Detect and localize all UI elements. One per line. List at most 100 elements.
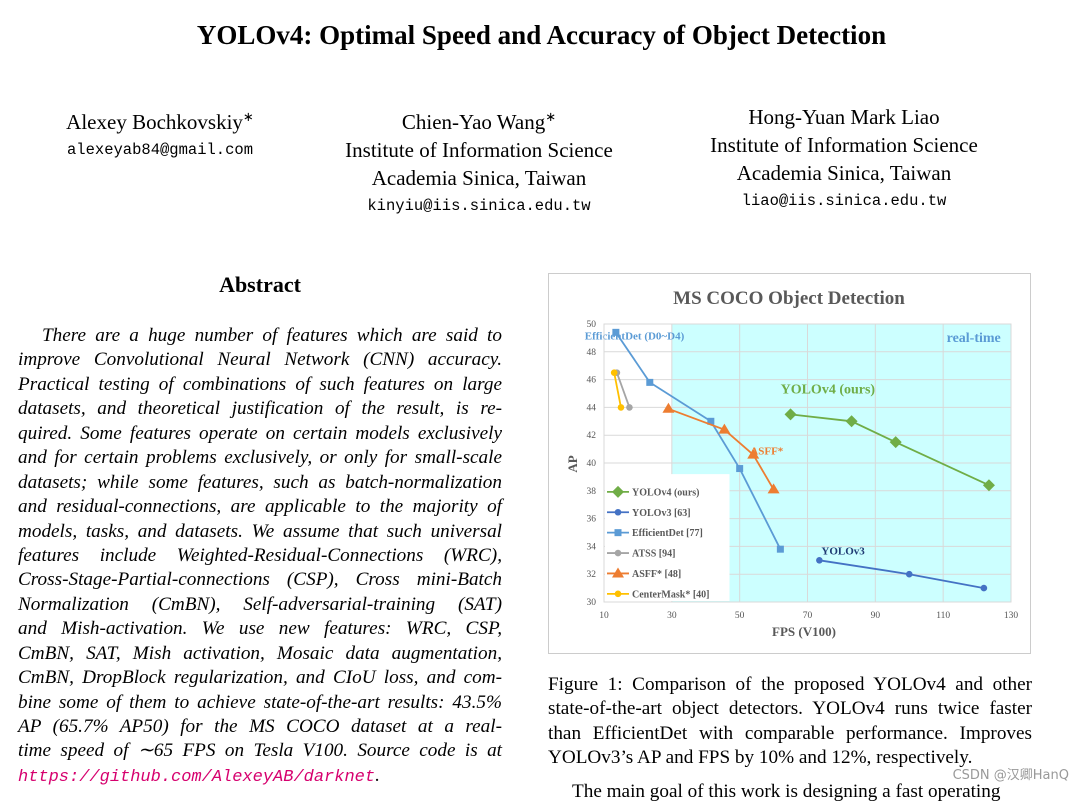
legend-entry: YOLOv4 (ours) (632, 487, 700, 498)
watermark: CSDN @汉卿HanQ (952, 768, 1069, 783)
legend-entry: CenterMask* [40] (632, 589, 709, 600)
y-tick-label: 44 (587, 403, 597, 413)
y-axis-label: AP (565, 455, 580, 472)
abstract-line: Cross-Stage-Partial-connections (CSP), C… (18, 569, 502, 591)
author-email: kinyiu@iis.sinica.edu.tw (367, 197, 591, 215)
author-affiliation: Institute of Information Science (345, 138, 613, 162)
plot-border (603, 323, 1012, 603)
source-code-link[interactable]: https://github.com/AlexeyAB/darknet (18, 767, 376, 787)
y-tick-label: 40 (587, 459, 597, 469)
data-point (889, 436, 902, 449)
series-line (790, 413, 990, 487)
data-point (776, 545, 784, 553)
data-point (980, 584, 988, 592)
y-tick-label: 46 (587, 376, 597, 386)
author-3: Hong-Yuan Mark Liao Institute of Informa… (683, 103, 1005, 215)
figure-1: 30 32 34 36 38 40 42 44 46 48 50 10 30 50 70 90 110 130 MS… (548, 273, 1031, 654)
abstract-line: https://github.com/AlexeyAB/darknet. (18, 764, 502, 788)
abstract-line: datasets, and theoretical justification … (18, 398, 502, 420)
abstract-line: datasets; while some features, such as b… (18, 471, 502, 493)
legend-box (605, 474, 730, 601)
caption-line: YOLOv3’s AP and FPS by 10% and 12%, resp… (548, 747, 973, 769)
data-point (718, 423, 731, 434)
x-tick-label: 70 (803, 611, 813, 621)
author-name: Chien-Yao Wang (401, 110, 546, 134)
abstract-line: CmBN, SAT, Mish activation, Mosaic data … (18, 642, 502, 664)
abstract-line: and Mish-activation. We use new features… (18, 618, 502, 640)
abstract-line: There are a huge number of features whic… (42, 325, 502, 346)
data-point (662, 402, 675, 413)
legend-marker (614, 529, 622, 537)
x-tick-label: 50 (735, 611, 745, 621)
data-point (982, 479, 995, 492)
abstract-line: and residual-connections, are applicable… (18, 496, 502, 518)
y-tick-label: 30 (587, 598, 597, 608)
series-line (616, 372, 631, 408)
author-email: liao@iis.sinica.edu.tw (741, 192, 947, 210)
x-tick-label: 110 (936, 611, 950, 621)
data-point (646, 378, 654, 386)
caption-line: state-of-the-art object detectors. YOLOv… (548, 698, 1032, 720)
legend-entry: EfficientDet [77] (632, 528, 703, 539)
x-tick-label: 90 (871, 611, 881, 621)
y-tick-label: 50 (587, 320, 597, 330)
chart-annotation: EfficientDet (D0~D4) (585, 330, 685, 342)
author-name: Hong-Yuan Mark Liao (748, 105, 940, 129)
author-email: alexeyab84@gmail.com (66, 141, 254, 159)
author-name: Alexey Bochkovskiy (66, 110, 243, 134)
abstract-line: time speed of ∼65 FPS on Tesla V100. Sou… (18, 740, 502, 762)
paper-title: YOLOv4: Optimal Speed and Accuracy of Ob… (196, 20, 887, 50)
legend-marker (612, 485, 624, 498)
data-point (905, 570, 913, 578)
y-tick-label: 32 (587, 570, 597, 580)
abstract-line: features include Weighted-Residual-Conne… (18, 544, 502, 566)
abstract-line: quired. Some features operate on certain… (18, 422, 502, 444)
legend-entry: YOLOv3 [63] (632, 508, 691, 519)
legend-entry: ASFF* [48] (632, 569, 681, 580)
data-point (617, 404, 625, 411)
legend-marker (614, 549, 622, 557)
abstract-line: CmBN, DropBlock regularization, and CIoU… (18, 667, 502, 689)
data-point (707, 417, 715, 425)
series-line (668, 407, 775, 490)
data-point (736, 465, 744, 473)
chart-annotation: YOLOv4 (ours) (781, 383, 876, 398)
data-point (767, 483, 780, 494)
abstract-line: Normalization (CmBN), Self-adversarial-t… (18, 593, 502, 615)
abstract-line: and for certain problems exclusively, or… (18, 447, 502, 469)
y-tick-label: 36 (587, 515, 597, 525)
author-1: Alexey Bochkovskiy∗ alexeyab84@gmail.com (20, 103, 300, 164)
data-point (816, 557, 823, 564)
data-point (612, 328, 620, 336)
y-tick-label: 48 (587, 348, 597, 358)
abstract-body: There are a huge number of features whic… (18, 324, 502, 788)
y-tick-label: 42 (587, 431, 597, 441)
data-point (626, 404, 633, 411)
abstract-line: improve Convolutional Neural Network (CN… (18, 349, 502, 371)
body-paragraph-start: The main goal of this work is designing … (572, 781, 1001, 802)
chart-annotation: YOLOv3 (821, 546, 865, 558)
abstract-heading: Abstract (219, 272, 301, 297)
chart-annotation: ASFF* (750, 446, 784, 458)
x-tick-label: 10 (599, 611, 609, 621)
x-tick-label: 30 (667, 611, 677, 621)
data-point (784, 408, 797, 421)
abstract-line: bine some of them to achieve state-of-th… (18, 691, 502, 713)
author-mark: ∗ (545, 109, 557, 124)
y-tick-label: 34 (587, 542, 597, 552)
chart-title: MS COCO Object Detection (673, 288, 905, 309)
data-point (747, 448, 760, 459)
chart-annotation: real-time (947, 331, 1001, 346)
legend-entry: ATSS [94] (632, 549, 675, 560)
abstract-line: AP (65.7% AP50) for the MS COCO dataset … (18, 716, 502, 737)
author-affiliation: Academia Sinica, Taiwan (371, 166, 587, 190)
url-suffix: . (375, 764, 380, 786)
caption-line: Figure 1: Comparison of the proposed YOL… (548, 674, 1032, 695)
caption-line: than EfficientDet with comparable perfor… (548, 722, 1032, 744)
series-line (613, 372, 622, 408)
figure-caption: Figure 1: Comparison of the proposed YOL… (548, 673, 1032, 771)
legend-marker (612, 567, 624, 578)
legend-marker (614, 590, 622, 598)
abstract-line: models, tasks, and datasets. We assume t… (18, 520, 502, 542)
